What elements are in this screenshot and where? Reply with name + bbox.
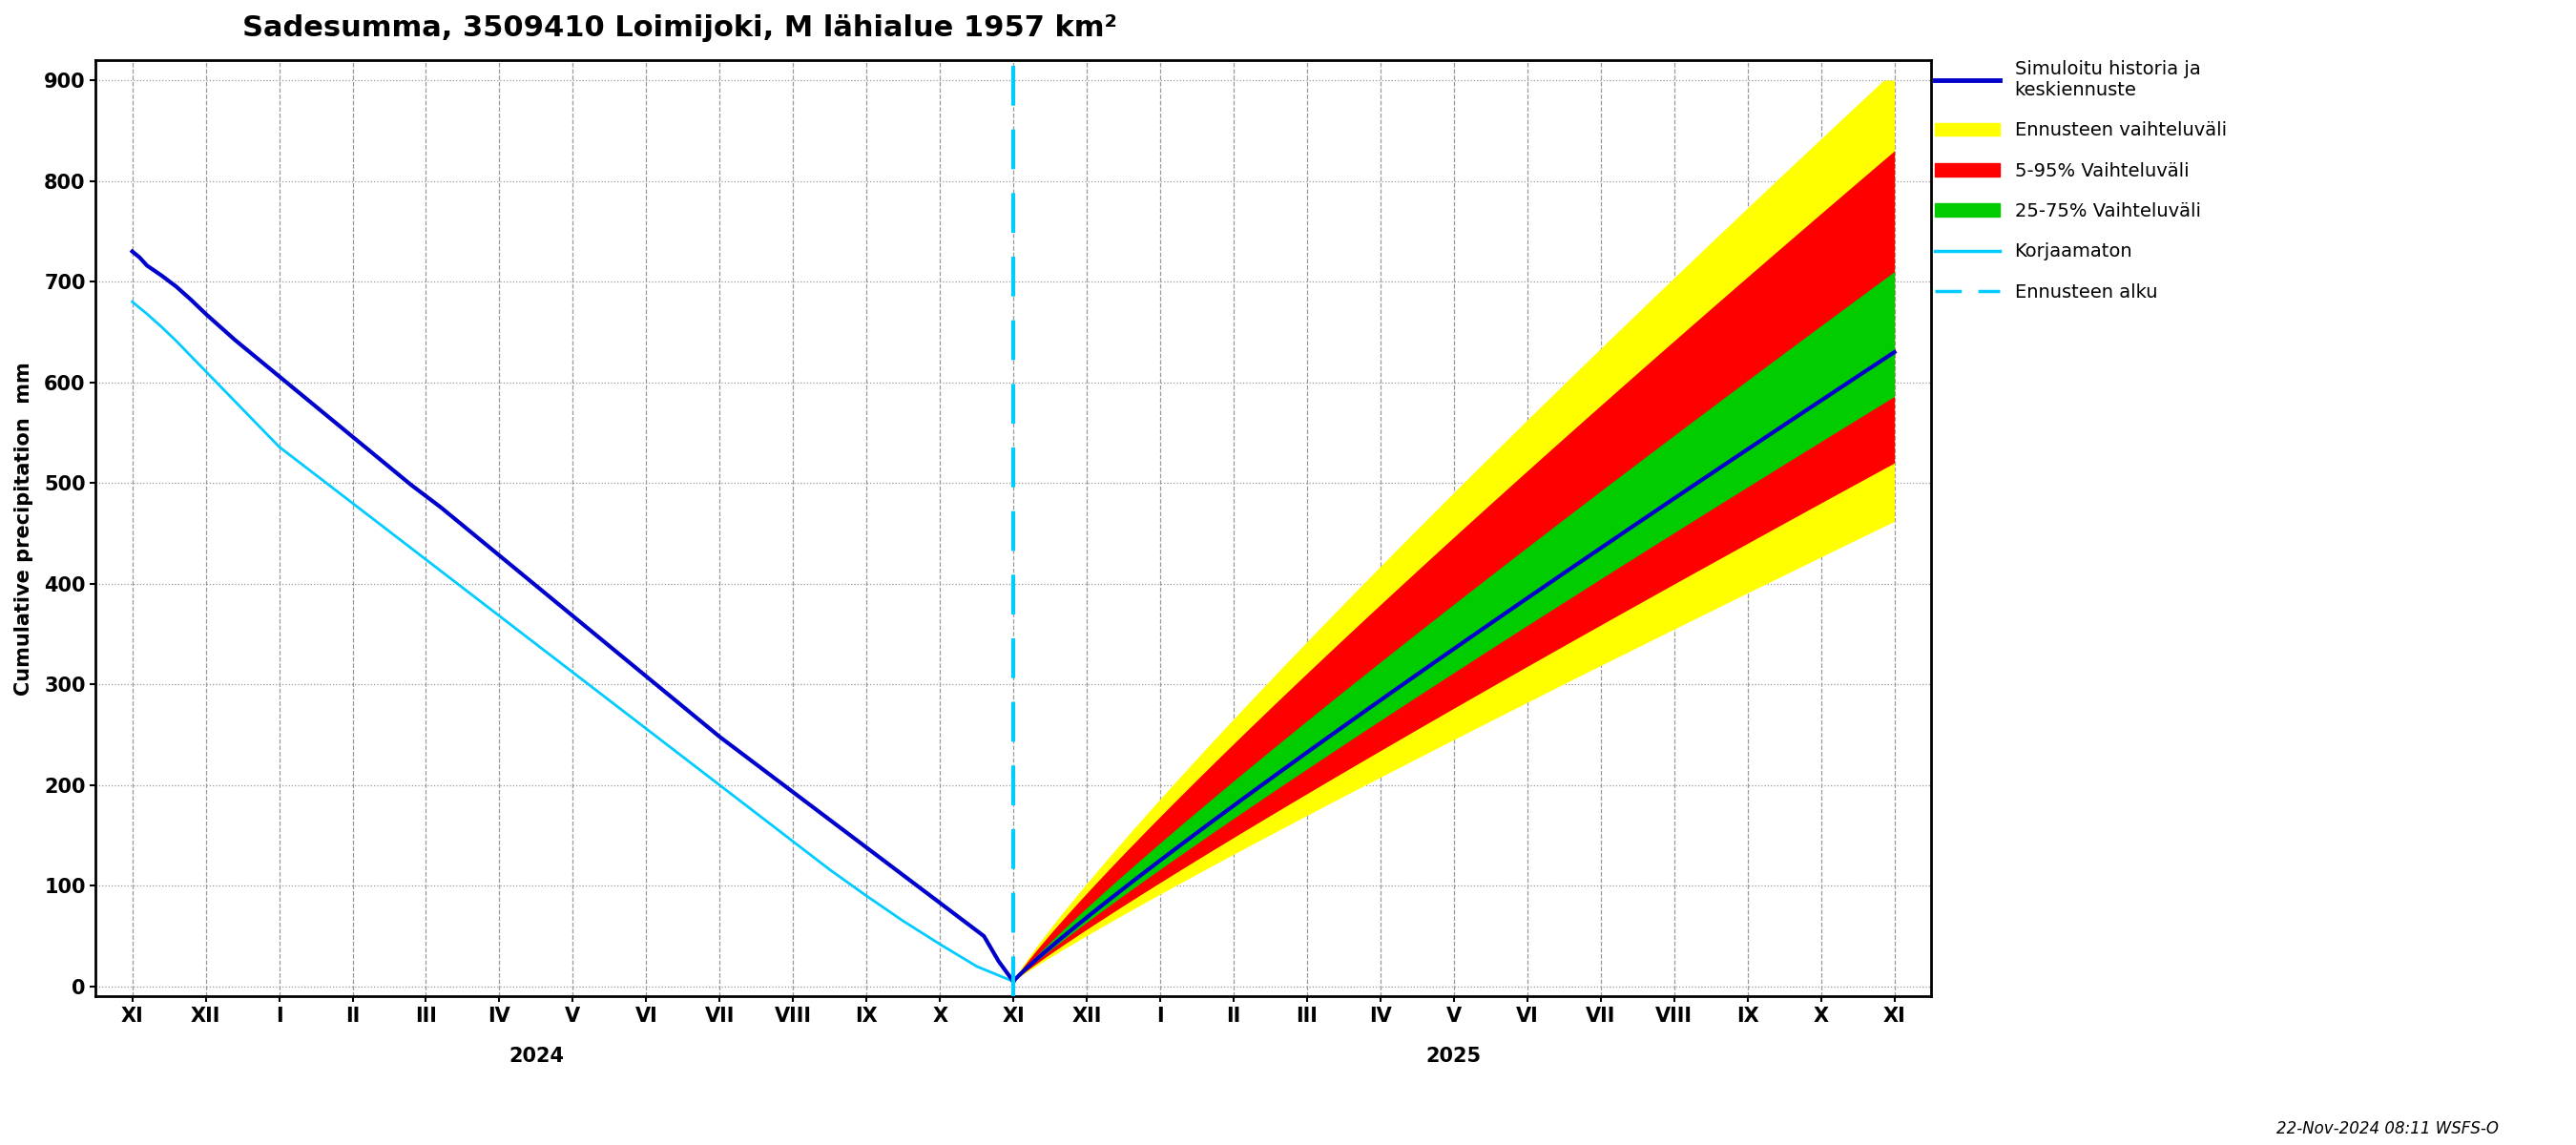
Text: 22-Nov-2024 08:11 WSFS-O: 22-Nov-2024 08:11 WSFS-O [2277, 1120, 2499, 1137]
Legend: Simuloitu historia ja
keskiennuste, Ennusteen vaihteluväli, 5-95% Vaihteluväli, : Simuloitu historia ja keskiennuste, Ennu… [1935, 60, 2226, 301]
Text: Sadesumma, 3509410 Loimijoki, M lähialue 1957 km²: Sadesumma, 3509410 Loimijoki, M lähialue… [242, 14, 1118, 42]
Text: 2025: 2025 [1427, 1047, 1481, 1066]
Text: 2024: 2024 [507, 1047, 564, 1066]
Y-axis label: Cumulative precipitation  mm: Cumulative precipitation mm [15, 362, 33, 695]
